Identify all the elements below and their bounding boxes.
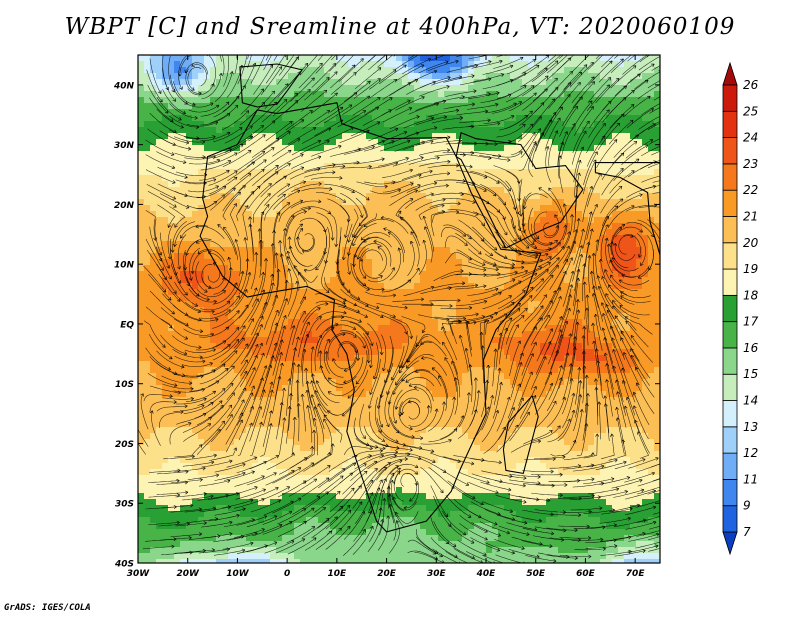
x-tick-label: 70E [626, 569, 646, 579]
colorbar-label: 19 [743, 262, 758, 276]
colorbar-segment [722, 84, 738, 112]
colorbar-label: 14 [743, 394, 758, 408]
colorbar-label: 15 [743, 367, 758, 381]
map-frame [137, 54, 661, 564]
colorbar-label: 13 [743, 420, 758, 434]
x-tick-label: 40E [476, 569, 497, 579]
colorbar-segment [722, 268, 738, 296]
colorbar-label: 7 [743, 525, 751, 539]
colorbar-label: 21 [743, 209, 758, 223]
colorbar-segment [722, 321, 738, 349]
y-tick-label: 30S [115, 500, 134, 510]
colorbar-segment [722, 347, 738, 375]
x-tick-label: 0 [284, 569, 290, 579]
colorbar-segment [722, 479, 738, 507]
colorbar-segment [722, 242, 738, 270]
colorbar-label: 26 [743, 78, 759, 92]
colorbar-label: 23 [743, 157, 758, 171]
colorbar-top-arrow [722, 61, 738, 86]
coastline-africa [199, 102, 542, 533]
colorbar: 7 9 11 12 13 14 15 16 17 18 19 20 21 22 23 24 25 26 [722, 61, 759, 556]
x-tick-label: 20E [377, 569, 397, 579]
colorbar-label: 25 [743, 104, 758, 118]
colorbar-label: 18 [743, 288, 759, 302]
x-tick-label: 20W [176, 569, 200, 579]
y-tick-label: 40N [113, 81, 135, 91]
colorbar-segment [722, 216, 738, 244]
x-axis: 30W 20W 10W 0 10E 20E 30E 40E 50E 60E 70E [127, 55, 646, 579]
y-tick-label: 20N [114, 201, 135, 211]
y-tick-label: EQ [120, 320, 134, 330]
colorbar-segment [722, 137, 738, 165]
y-axis: 40N 30N 20N 10N EQ 10S 20S 30S 40S [113, 81, 660, 570]
y-tick-label: 20S [115, 440, 134, 450]
x-tick-label: 30W [127, 569, 151, 579]
x-tick-label: 30E [427, 569, 447, 579]
colorbar-label: 11 [743, 472, 758, 486]
coastline-madagascar [502, 395, 539, 475]
streamlines [138, 55, 660, 563]
colorbar-label: 24 [743, 131, 758, 145]
colorbar-label: 22 [743, 183, 758, 197]
x-tick-label: 60E [576, 569, 596, 579]
colorbar-segment [722, 110, 738, 138]
y-tick-label: 10N [114, 261, 135, 271]
colorbar-label: 20 [743, 236, 759, 250]
coastlines [199, 63, 660, 533]
x-tick-label: 10E [328, 569, 348, 579]
coastline-india [594, 162, 660, 258]
colorbar-bottom-arrow [722, 531, 738, 556]
colorbar-segment [722, 294, 738, 323]
y-tick-label: 30N [114, 141, 135, 151]
map-title: WBPT [C] and Sreamline at 400hPa, VT: 20… [64, 14, 736, 40]
y-tick-label: 40S [114, 560, 134, 570]
colorbar-label: 16 [743, 341, 759, 355]
coastline-iberia [239, 63, 304, 108]
coastline-arabia [455, 131, 584, 249]
colorbar-label: 17 [743, 315, 759, 329]
wbpt-field [138, 55, 660, 563]
credit-label: GrADS: IGES/COLA [4, 603, 91, 613]
colorbar-label: 12 [743, 446, 758, 460]
colorbar-segment [722, 426, 738, 454]
x-tick-label: 10W [226, 569, 250, 579]
x-tick-label: 50E [526, 569, 546, 579]
colorbar-segment [722, 373, 738, 401]
y-tick-label: 10S [115, 380, 134, 390]
colorbar-segment [722, 163, 738, 191]
colorbar-segment [722, 189, 738, 217]
colorbar-segment [722, 452, 738, 480]
colorbar-label: 9 [743, 499, 751, 513]
colorbar-segment [722, 400, 738, 428]
colorbar-segment [722, 505, 738, 533]
